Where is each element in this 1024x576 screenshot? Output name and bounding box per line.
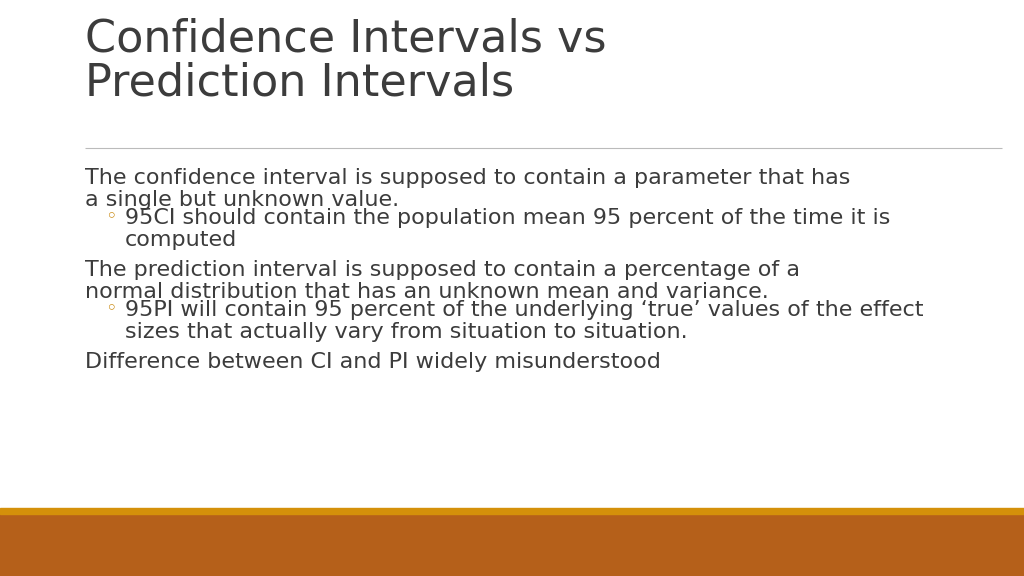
Text: Prediction Intervals: Prediction Intervals	[85, 62, 514, 105]
Text: ◦: ◦	[105, 299, 117, 318]
Text: The confidence interval is supposed to contain a parameter that has: The confidence interval is supposed to c…	[85, 168, 850, 188]
Text: a single but unknown value.: a single but unknown value.	[85, 190, 399, 210]
Text: sizes that actually vary from situation to situation.: sizes that actually vary from situation …	[125, 322, 688, 342]
Bar	[0, 508, 1024, 514]
Bar	[0, 514, 1024, 576]
Text: 95PI will contain 95 percent of the underlying ‘true’ values of the effect: 95PI will contain 95 percent of the unde…	[125, 300, 924, 320]
Text: The prediction interval is supposed to contain a percentage of a: The prediction interval is supposed to c…	[85, 260, 800, 280]
Text: Difference between CI and PI widely misunderstood: Difference between CI and PI widely misu…	[85, 352, 660, 372]
Text: ◦: ◦	[105, 207, 117, 226]
Text: computed: computed	[125, 230, 238, 250]
Text: normal distribution that has an unknown mean and variance.: normal distribution that has an unknown …	[85, 282, 769, 302]
Text: Confidence Intervals vs: Confidence Intervals vs	[85, 18, 606, 61]
Text: 95CI should contain the population mean 95 percent of the time it is: 95CI should contain the population mean …	[125, 208, 891, 228]
